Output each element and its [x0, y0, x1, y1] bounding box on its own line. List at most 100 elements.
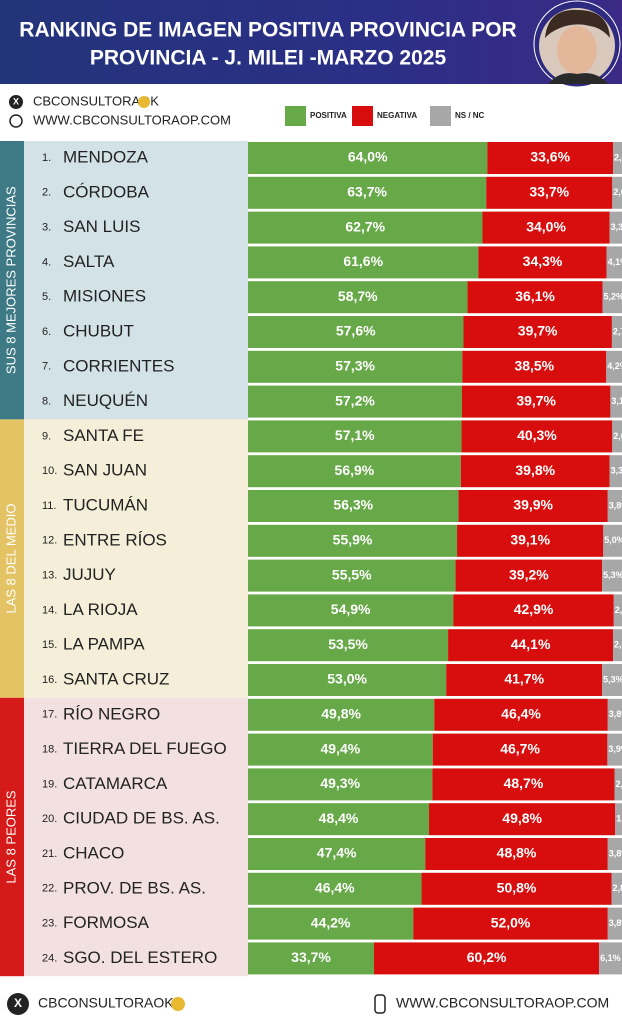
legend-label: POSITIVA [310, 111, 347, 120]
value-label: 3,9% [608, 744, 622, 754]
category-label: RÍO NEGRO [63, 704, 160, 723]
value-label: 2,4% [614, 152, 622, 162]
x-icon-glyph: X [13, 96, 19, 106]
rank: 5. [42, 291, 51, 303]
bar-segment [248, 629, 449, 662]
bar-segment [486, 176, 613, 209]
value-label: 1,8% [616, 814, 622, 824]
rows: SUS 8 MEJORES PROVINCIAS LAS 8 DEL MEDIO L… [0, 141, 622, 977]
value-label: 39,2% [509, 566, 549, 582]
bar-segment [607, 838, 622, 870]
header-social: X CBCONSULTORAOK WWW.CBCONSULTORAOP.COM [9, 93, 231, 128]
bar-segment [603, 524, 622, 557]
bar-segment [248, 733, 433, 766]
value-label: 58,7% [338, 288, 378, 304]
value-label: 53,0% [327, 671, 367, 687]
category-label: CATAMARCA [63, 774, 168, 793]
category-label: JUJUY [63, 565, 116, 584]
bar-segment [609, 455, 622, 488]
value-label: 49,3% [320, 775, 360, 791]
bar-segment [602, 664, 622, 696]
bar-segment [374, 942, 600, 975]
value-label: 42,9% [514, 601, 554, 617]
category-label: SANTA CRUZ [63, 669, 169, 688]
bar-segment [248, 524, 458, 557]
value-label: 39,7% [516, 392, 556, 408]
bar-segment [463, 316, 612, 348]
value-label: 5,0% [604, 535, 622, 545]
bar-segment [248, 176, 487, 209]
bar-segment [602, 281, 622, 314]
category-label: SANTA FE [63, 426, 144, 445]
legend-label: NS / NC [455, 111, 485, 120]
bar-segment [448, 629, 614, 662]
click-icon [374, 994, 386, 1014]
category-label: SGO. DEL ESTERO [63, 948, 217, 967]
legend: POSITIVA NEGATIVA NS / NC [285, 106, 485, 126]
bar-segment [432, 768, 615, 801]
value-label: 4,2% [607, 361, 622, 371]
footer-band [0, 987, 622, 1023]
bar-segment [457, 524, 604, 557]
value-label: 41,7% [504, 671, 544, 687]
value-label: 3,3% [611, 222, 622, 232]
bar-segment [248, 420, 462, 453]
group-label: LAS 8 DEL MEDIO [3, 504, 18, 614]
category-label: NEUQUÉN [63, 391, 148, 410]
bar-segment [248, 316, 464, 348]
category-label: CHUBUT [63, 321, 134, 340]
bar-segment [606, 246, 622, 279]
rank: 6. [42, 326, 51, 338]
x-icon [7, 993, 29, 1015]
bar-segment [248, 768, 433, 801]
x-icon-glyph: X [14, 996, 22, 1010]
bar-segment [467, 281, 603, 314]
group-strip [0, 697, 24, 977]
value-label: 52,0% [491, 914, 531, 930]
bar-segment [611, 872, 622, 905]
bar-segment [607, 698, 622, 731]
value-label: 50,8% [497, 880, 537, 896]
bar-segment [460, 455, 610, 488]
category-label: SALTA [63, 252, 115, 271]
footer: X CBCONSULTORAOK WWW.CBCONSULTORAOP.COM [0, 987, 622, 1023]
bar-segment [429, 803, 616, 836]
bar-segment [413, 907, 608, 940]
bar-segment [602, 559, 622, 592]
bar-segment [425, 838, 608, 870]
web-icon [9, 114, 23, 128]
value-label: 3,1% [611, 396, 622, 406]
x-icon [9, 95, 23, 109]
bar-segment [462, 350, 607, 383]
value-label: 61,6% [343, 253, 383, 269]
rank: 3. [42, 222, 51, 234]
portrait [533, 0, 621, 88]
value-label: 53,5% [328, 636, 368, 652]
bar-segment [607, 733, 622, 766]
bar-segment [615, 803, 622, 836]
category-label: ENTRE RÍOS [63, 530, 167, 549]
rank: 18. [42, 744, 57, 756]
group-label: LAS 8 PEORES [3, 790, 18, 884]
value-label: 49,4% [321, 740, 361, 756]
value-label: 63,7% [347, 184, 387, 200]
value-label: 2,8% [613, 883, 622, 893]
value-label: 3,8% [609, 848, 622, 858]
header-band [0, 0, 622, 84]
value-label: 49,8% [321, 706, 361, 722]
value-label: 49,8% [502, 810, 542, 826]
rank: 19. [42, 778, 57, 790]
bar-segment [446, 664, 603, 696]
verified-badge [171, 997, 185, 1011]
value-label: 48,8% [497, 845, 537, 861]
value-label: 33,7% [529, 184, 569, 200]
bar-segment [248, 385, 462, 418]
rank: 2. [42, 187, 51, 199]
rank: 15. [42, 639, 57, 651]
rank: 4. [42, 256, 51, 268]
bar-segment [248, 142, 488, 174]
rank: 13. [42, 570, 57, 582]
category-label: MENDOZA [63, 147, 149, 166]
bar-segment [248, 211, 483, 244]
